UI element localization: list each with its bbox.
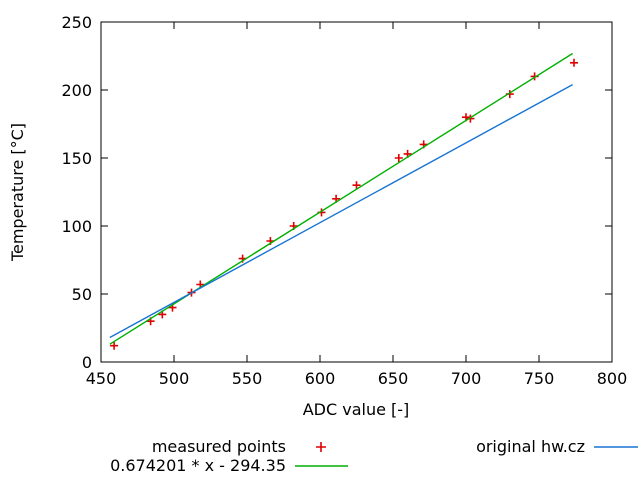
plot-series: [109, 52, 578, 350]
y-tick-label: 100: [61, 217, 92, 236]
x-tick-label: 750: [524, 369, 555, 388]
data-point-plus: [394, 154, 403, 162]
legend-label-measured-points: measured points: [152, 437, 286, 456]
y-tick-label: 50: [72, 285, 92, 304]
y-axis-label: Temperature [°C]: [8, 123, 27, 262]
x-tick-label: 550: [232, 369, 263, 388]
legend-swatch-plus-icon: [316, 442, 326, 452]
legend-label-fit-equation: 0.674201 * x - 294.35: [110, 456, 286, 475]
y-tick-label: 150: [61, 149, 92, 168]
plot-border-rect: [100, 21, 613, 363]
series-line: [109, 83, 573, 339]
legend: measured points 0.674201 * x - 294.35 or…: [110, 437, 638, 475]
x-axis-label: ADC value [-]: [303, 400, 410, 419]
x-tick-label: 650: [378, 369, 409, 388]
legend-label-original-hwcz: original hw.cz: [476, 437, 585, 456]
x-tick-label: 500: [159, 369, 190, 388]
data-point-plus: [110, 341, 119, 350]
series-line: [109, 52, 573, 345]
axis-tick-labels: 450 500 550 600 650 700 750 800 0 50 100 150 200 250: [61, 13, 627, 388]
data-point-plus: [352, 181, 361, 190]
y-tick-label: 0: [82, 353, 92, 372]
y-tick-label: 250: [61, 13, 92, 32]
x-tick-label: 800: [597, 369, 628, 388]
y-tick-label: 200: [61, 81, 92, 100]
plot-border: [100, 21, 613, 363]
x-tick-label: 700: [451, 369, 482, 388]
x-tick-label: 450: [86, 369, 117, 388]
x-tick-label: 600: [305, 369, 336, 388]
data-point-plus: [570, 58, 578, 67]
